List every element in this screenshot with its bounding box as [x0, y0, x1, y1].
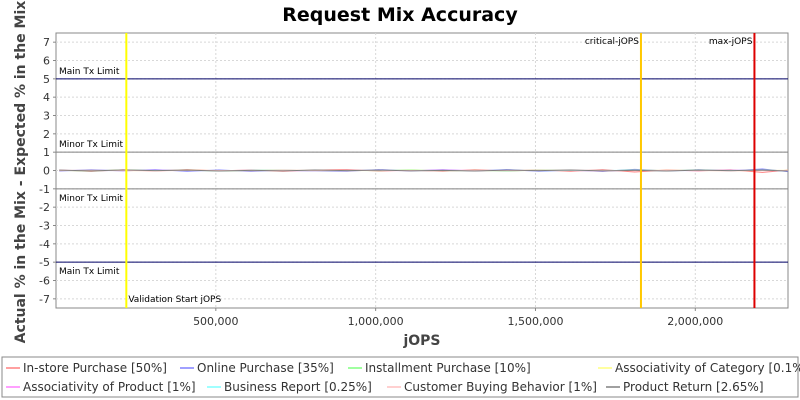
y-axis-ticks: -7 -6 -5 -4 -3 -2 -1 0 1 2 3 4 5 6 7 — [39, 36, 56, 306]
y-tick-label: -5 — [39, 256, 50, 269]
x-axis-label: jOPS — [402, 333, 440, 349]
y-tick-label: -4 — [39, 238, 50, 251]
legend-entry: Customer Buying Behavior [1%] — [404, 380, 597, 394]
x-tick-label: 500,000 — [193, 315, 239, 328]
legend-entry: Associativity of Product [1%] — [23, 380, 196, 394]
y-tick-label: 1 — [43, 146, 50, 159]
y-tick-label: 2 — [43, 128, 50, 141]
limit-line-label: Main Tx Limit — [59, 267, 120, 277]
y-tick-label: 4 — [43, 91, 50, 104]
x-tick-label: 1,000,000 — [348, 315, 404, 328]
y-axis-label: Actual % in the Mix - Expected % in the … — [13, 1, 29, 344]
chart-title: Request Mix Accuracy — [282, 4, 518, 26]
legend-entry: Product Return [2.65%] — [623, 380, 764, 394]
y-tick-label: -1 — [39, 183, 50, 196]
marker-line-label: Validation Start jOPS — [128, 295, 221, 305]
y-tick-label: 6 — [43, 55, 50, 68]
marker-line-label: critical-jOPS — [585, 37, 639, 47]
series-line — [59, 169, 789, 172]
legend-entry: Online Purchase [35%] — [197, 361, 334, 375]
y-tick-label: 5 — [43, 73, 50, 86]
legend — [1, 356, 799, 398]
x-tick-label: 2,000,000 — [667, 315, 723, 328]
y-tick-label: 3 — [43, 110, 50, 123]
legend-entry: In-store Purchase [50%] — [23, 361, 167, 375]
y-tick-label: -2 — [39, 201, 50, 214]
legend-entry: Business Report [0.25%] — [224, 380, 372, 394]
legend-entry: Associativity of Category [0.1%] — [615, 361, 800, 375]
y-tick-label: -6 — [39, 275, 50, 288]
y-tick-label: 7 — [43, 36, 50, 49]
limit-lines: Main Tx Limit Minor Tx Limit Minor Tx Limi… — [56, 67, 788, 277]
x-tick-label: 1,500,000 — [507, 315, 563, 328]
x-axis-ticks: 500,000 1,000,000 1,500,000 2,000,000 — [193, 308, 723, 328]
limit-line-label: Minor Tx Limit — [59, 140, 124, 150]
limit-line-label: Minor Tx Limit — [59, 194, 124, 204]
series-lines — [59, 168, 789, 173]
legend-entries: In-store Purchase [50%] Online Purchase [… — [6, 361, 800, 394]
y-tick-label: -3 — [39, 220, 50, 233]
limit-line-label: Main Tx Limit — [59, 67, 120, 77]
marker-line-label: max-jOPS — [709, 37, 753, 47]
marker-lines: Validation Start jOPS critical-jOPS max-jO… — [125, 33, 756, 308]
y-tick-label: -7 — [39, 293, 50, 306]
y-tick-label: 0 — [43, 165, 50, 178]
legend-entry: Installment Purchase [10%] — [365, 361, 531, 375]
